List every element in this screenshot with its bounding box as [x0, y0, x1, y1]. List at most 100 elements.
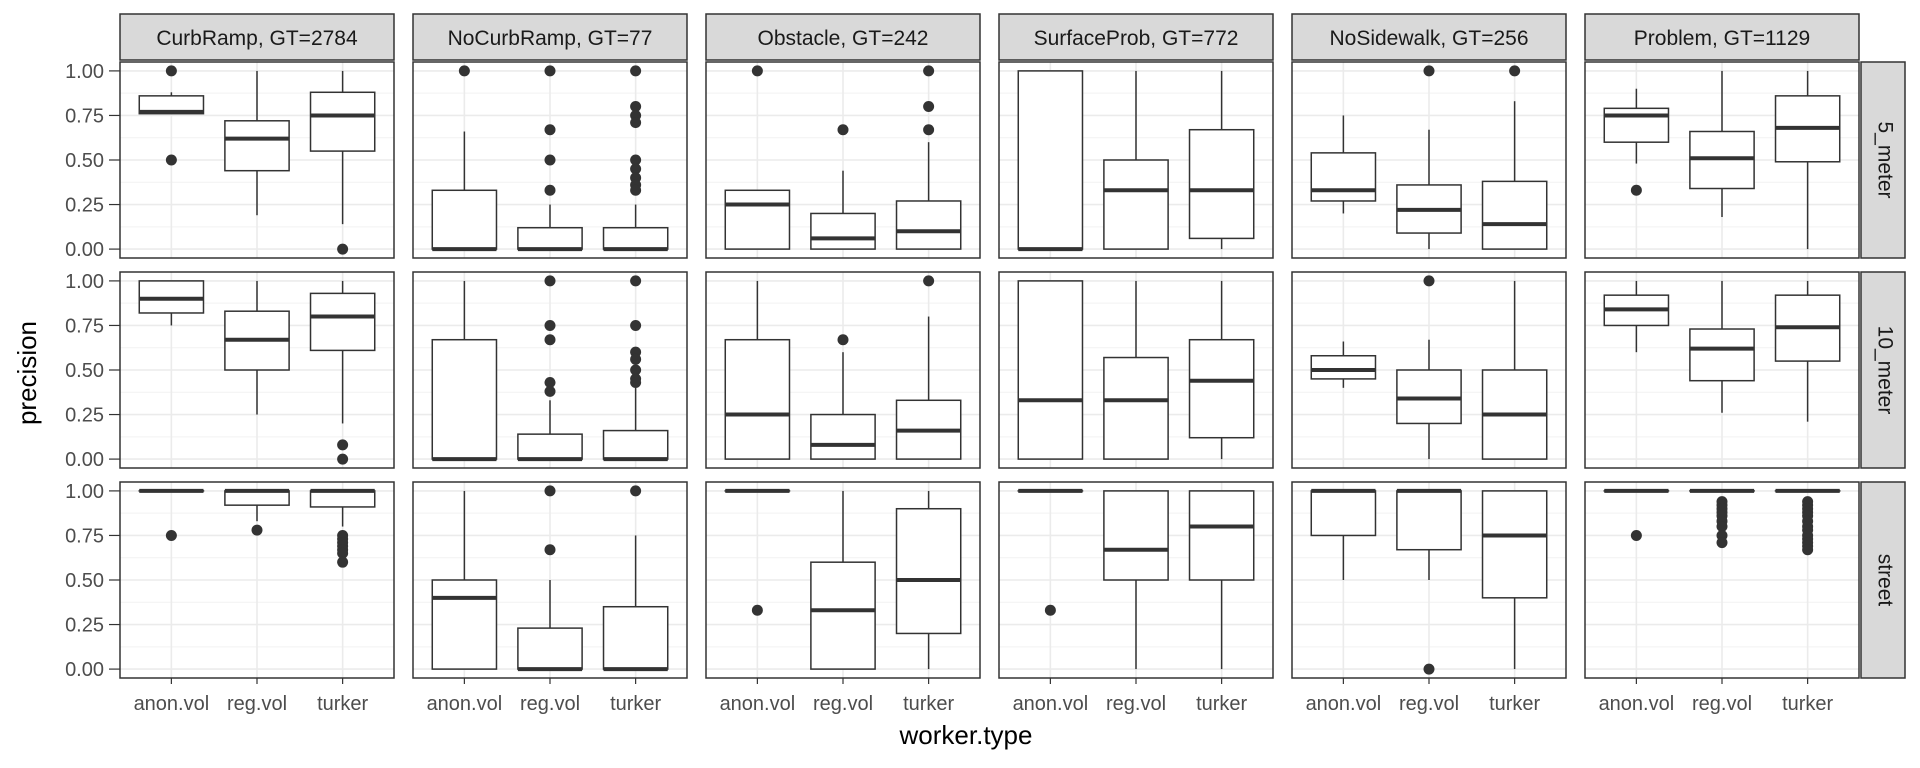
facet-strip — [1291, 13, 1567, 61]
outlier-point — [1716, 537, 1728, 549]
panel-border — [119, 61, 395, 259]
facet-panel — [119, 481, 395, 679]
outlier-point — [1423, 663, 1435, 675]
outlier-point — [630, 154, 642, 166]
outlier-point — [544, 385, 556, 397]
facet-panel — [705, 481, 981, 679]
y-tick-label: 1.00 — [65, 61, 104, 83]
y-tick-label: 0.75 — [65, 105, 104, 127]
outlier-point — [337, 439, 349, 451]
facet-panel — [412, 271, 688, 469]
y-tick-label: 0.00 — [65, 659, 104, 681]
facet-panel — [1291, 271, 1567, 469]
outlier-point — [337, 243, 349, 255]
outlier-point — [630, 117, 642, 129]
y-tick-label: 0.50 — [65, 150, 104, 172]
facet-panel — [412, 481, 688, 679]
x-tick-label: turker — [610, 693, 661, 715]
facet-panel — [119, 271, 395, 469]
facet-strip — [1860, 271, 1906, 469]
panel-border — [412, 271, 688, 469]
box — [431, 579, 498, 670]
outlier-point — [544, 184, 556, 196]
outlier-point — [630, 376, 642, 388]
facet-strip-label: 10_meter — [1873, 326, 1896, 415]
outlier-point — [165, 529, 177, 541]
box — [1103, 356, 1169, 460]
facet-strip-label: NoSidewalk, GT=256 — [1329, 27, 1528, 50]
outlier-point — [1630, 184, 1642, 196]
facet-panel — [1584, 61, 1860, 259]
outlier-point — [630, 101, 642, 113]
outlier-point — [544, 544, 556, 556]
x-tick-label: reg.vol — [1399, 693, 1459, 715]
outlier-point — [630, 184, 642, 196]
outlier-point — [630, 364, 642, 376]
box — [1103, 490, 1169, 581]
outlier-point — [923, 101, 935, 113]
facet-strip — [998, 13, 1274, 61]
outlier-point — [630, 353, 642, 365]
outlier-point — [544, 334, 556, 346]
box — [1188, 128, 1255, 240]
y-tick-label: 0.50 — [65, 360, 104, 382]
facet-strip — [705, 13, 981, 61]
facet-panel — [1584, 271, 1860, 469]
x-tick-label: anon.vol — [1013, 693, 1089, 715]
panel-border — [998, 61, 1274, 259]
outlier-point — [337, 453, 349, 465]
outlier-point — [1423, 65, 1435, 77]
x-tick-label: reg.vol — [227, 693, 287, 715]
outlier-point — [751, 65, 763, 77]
outlier-point — [1423, 275, 1435, 287]
y-tick-label: 0.75 — [65, 525, 104, 547]
outlier-point — [630, 65, 642, 77]
outlier-point — [544, 124, 556, 136]
box — [1103, 159, 1169, 250]
x-tick-label: reg.vol — [1692, 693, 1752, 715]
box — [309, 91, 376, 152]
facet-panel — [998, 271, 1274, 469]
outlier-point — [544, 275, 556, 287]
outlier-point — [544, 65, 556, 77]
box — [602, 605, 669, 670]
outlier-point — [544, 485, 556, 497]
y-tick-label: 0.25 — [65, 405, 104, 427]
facet-panel — [705, 271, 981, 469]
facet-strip — [1860, 61, 1906, 259]
facet-strip — [119, 13, 395, 61]
box — [1689, 328, 1755, 382]
facet-strip — [1584, 13, 1860, 61]
outlier-point — [630, 319, 642, 331]
box — [1188, 490, 1255, 581]
outlier-point — [544, 319, 556, 331]
box — [309, 292, 376, 352]
outlier-point — [923, 65, 935, 77]
outlier-point — [630, 163, 642, 175]
box — [1188, 338, 1255, 439]
outlier-point — [458, 65, 470, 77]
box — [431, 338, 498, 460]
facet-panel — [998, 481, 1274, 679]
facet-panel — [705, 61, 981, 259]
panel-border — [1291, 271, 1567, 469]
panel-border — [705, 61, 981, 259]
facet-strip — [412, 13, 688, 61]
box — [1481, 180, 1548, 250]
x-tick-label: turker — [317, 693, 368, 715]
outlier-point — [1716, 521, 1728, 533]
x-tick-label: turker — [1196, 693, 1247, 715]
outlier-point — [544, 154, 556, 166]
box — [810, 212, 876, 250]
outlier-point — [1630, 529, 1642, 541]
outlier-point — [165, 154, 177, 166]
box — [309, 490, 376, 508]
y-tick-label: 0.75 — [65, 315, 104, 337]
facet-panel — [1584, 481, 1860, 679]
facet-strip-label: 5_meter — [1873, 121, 1896, 198]
box — [602, 429, 669, 460]
x-tick-label: anon.vol — [427, 693, 503, 715]
facet-strip-label: street — [1873, 554, 1896, 607]
facet-panel — [1291, 61, 1567, 259]
facet-panel — [412, 61, 688, 259]
